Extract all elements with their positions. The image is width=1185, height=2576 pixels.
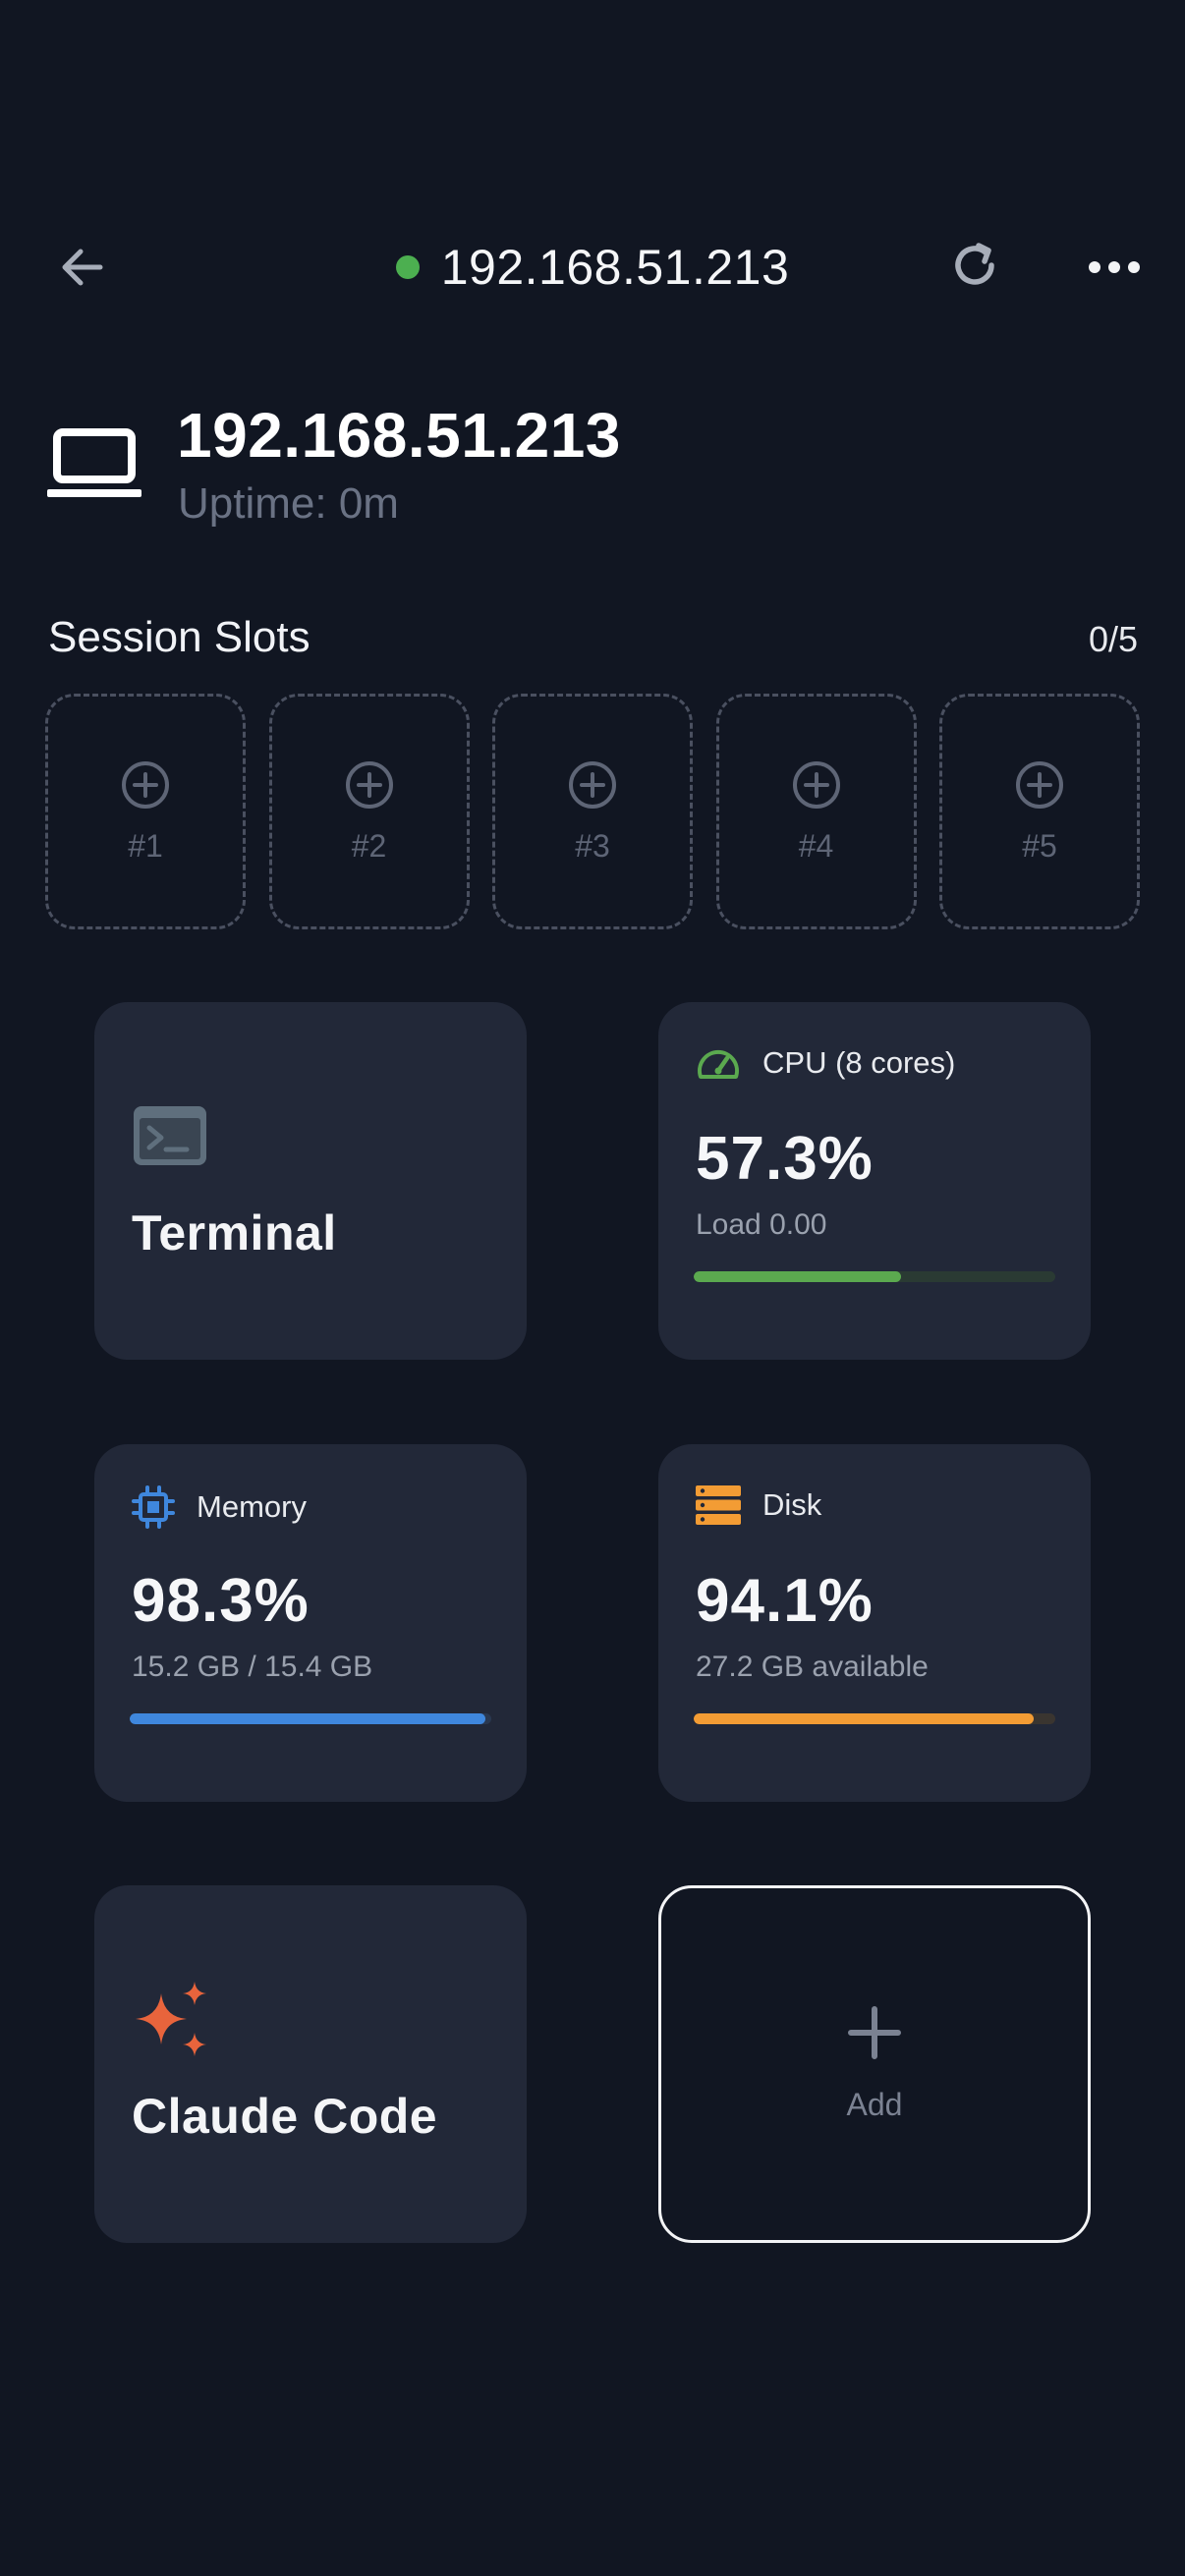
session-slots-row: #1 #2 #3 #4 #5 [45,694,1140,933]
memory-card-header: Memory [132,1485,307,1529]
add-card-content: Add [661,1888,1088,2240]
memory-progress-fill [130,1713,485,1724]
session-slots-title: Session Slots [48,613,310,661]
refresh-button[interactable] [937,228,1012,303]
header-title: 192.168.51.213 [440,240,790,295]
memory-progress-bar [130,1713,491,1724]
disk-progress-bar [694,1713,1055,1724]
plus-circle-icon [122,760,169,809]
claude-code-card[interactable]: Claude Code [94,1885,527,2243]
cpu-progress-bar [694,1271,1055,1282]
refresh-icon [955,243,994,285]
add-card-button[interactable]: Add [658,1885,1091,2243]
memory-usage: 15.2 GB / 15.4 GB [132,1651,373,1683]
terminal-card[interactable]: Terminal [94,1002,527,1360]
disk-progress-fill [694,1713,1035,1724]
session-slot-4[interactable]: #4 [715,694,917,929]
plus-circle-icon [345,760,393,809]
plus-circle-icon [792,760,840,809]
disk-card[interactable]: Disk 94.1% 27.2 GB available [658,1444,1091,1802]
session-slot-2[interactable]: #2 [268,694,470,929]
terminal-label: Terminal [132,1205,337,1260]
server-icon [696,1485,741,1525]
more-options-button[interactable] [1077,232,1152,303]
cpu-title: CPU (8 cores) [762,1045,956,1080]
disk-card-header: Disk [696,1485,821,1525]
arrow-left-icon [62,249,103,286]
session-slot-3[interactable]: #3 [492,694,693,929]
speedometer-icon [698,1049,739,1079]
disk-value: 94.1% [696,1567,874,1635]
memory-title: Memory [197,1489,307,1524]
cpu-card-header: CPU (8 cores) [696,1043,955,1083]
session-slot-label: #4 [798,827,834,864]
host-uptime: Uptime: 0m [178,479,399,528]
memory-card[interactable]: Memory 98.3% 15.2 GB / 15.4 GB [94,1444,527,1802]
cpu-load: Load 0.00 [696,1208,827,1241]
host-name: 192.168.51.213 [177,400,621,471]
session-slots-count: 0/5 [1088,619,1138,659]
plus-circle-icon [1016,760,1063,809]
cpu-card[interactable]: CPU (8 cores) 57.3% Load 0.00 [658,1002,1091,1360]
more-horizontal-icon [1089,261,1140,273]
cpu-value: 57.3% [696,1125,874,1193]
terminal-icon [134,1106,206,1165]
session-slot-label: #1 [128,827,163,864]
plus-icon [848,2005,901,2059]
disk-available: 27.2 GB available [696,1651,929,1683]
laptop-icon [45,428,143,503]
add-label: Add [846,2086,903,2122]
connection-status-dot [395,255,420,279]
cpu-progress-fill [694,1271,901,1282]
disk-title: Disk [762,1487,822,1522]
session-slot-label: #2 [351,827,387,864]
claude-code-label: Claude Code [132,2089,438,2144]
chip-icon [132,1485,175,1529]
session-slot-1[interactable]: #1 [45,694,246,929]
plus-circle-icon [569,760,616,809]
memory-value: 98.3% [132,1567,310,1635]
session-slot-label: #3 [575,827,610,864]
sparkle-icon [136,1982,206,2056]
header-title-area: 192.168.51.213 [0,232,1185,303]
session-slot-5[interactable]: #5 [939,694,1140,929]
back-button[interactable] [47,232,118,303]
session-slot-label: #5 [1022,827,1057,864]
